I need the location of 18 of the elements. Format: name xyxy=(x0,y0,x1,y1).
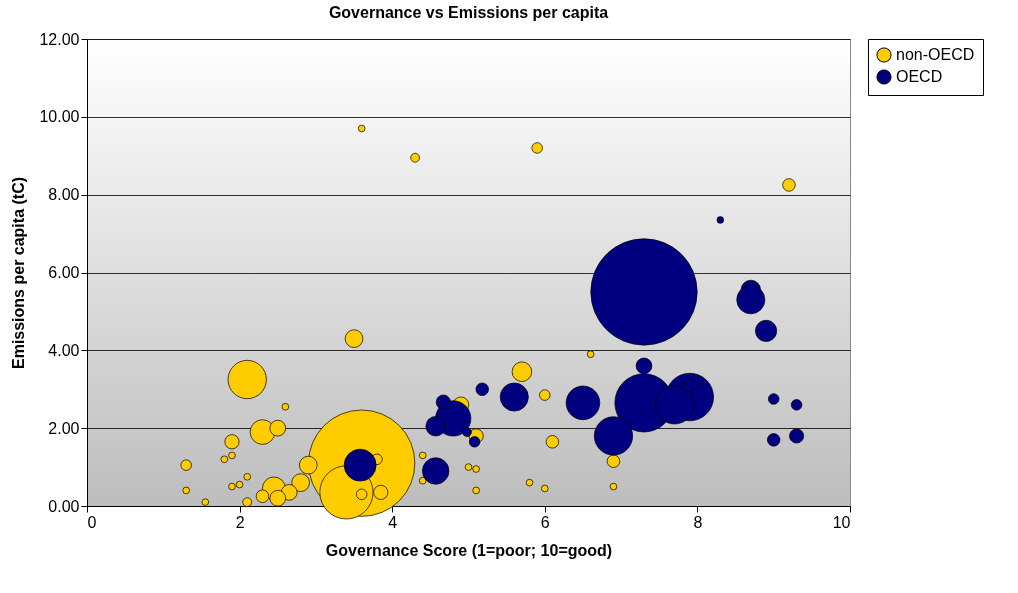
y-tick-label: 2.00 xyxy=(48,419,80,437)
x-axis-title: Governance Score (1=poor; 10=good) xyxy=(325,541,613,559)
y-tick-label: 12.00 xyxy=(39,30,80,48)
y-tick-label: 6.00 xyxy=(48,264,80,281)
y-tick-label: 10.00 xyxy=(39,108,80,126)
x-tick-label: 0 xyxy=(87,513,97,531)
y-axis-title: Emissions per capita (tC) xyxy=(10,176,28,370)
y-tick-label: 8.00 xyxy=(48,186,80,204)
x-tick-label: 6 xyxy=(540,513,550,531)
y-tick-label: 0.00 xyxy=(48,497,80,515)
x-tick-label: 10 xyxy=(832,513,851,531)
chart-title: Governance vs Emissions per capita xyxy=(328,4,609,21)
x-tick-label: 2 xyxy=(235,513,245,531)
legend-label: non-OECD xyxy=(896,46,975,63)
x-tick-label: 8 xyxy=(693,513,703,531)
legend-label: OECD xyxy=(896,68,943,85)
y-tick-label: 4.00 xyxy=(48,341,80,359)
x-tick-label: 4 xyxy=(388,513,398,531)
